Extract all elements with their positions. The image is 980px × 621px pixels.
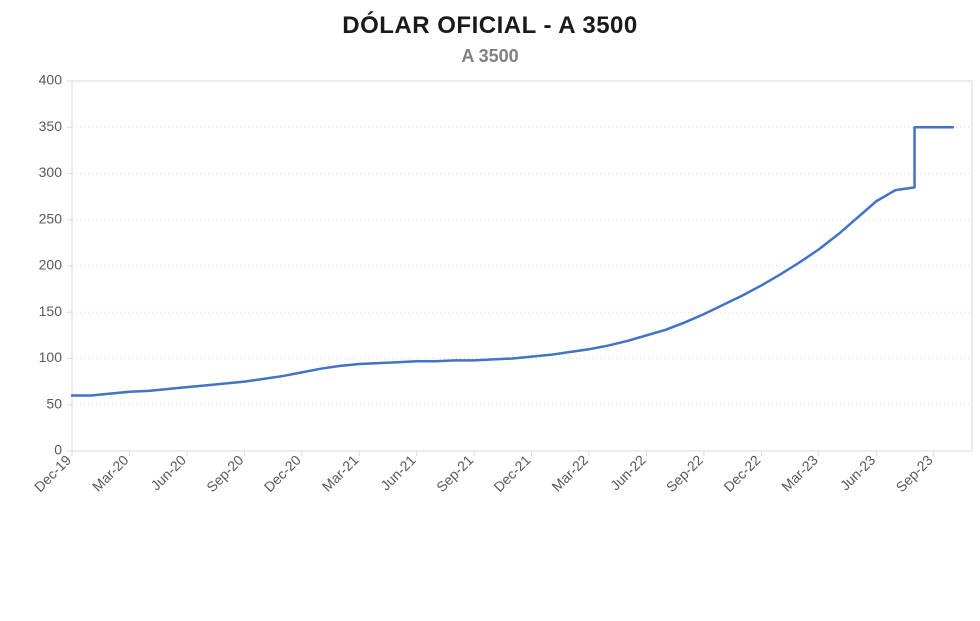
chart-plot-area: 050100150200250300350400Dec-19Mar-20Jun-… xyxy=(8,71,972,621)
x-axis-tick-label: Dec-22 xyxy=(720,452,763,495)
y-axis-tick-label: 400 xyxy=(39,72,63,88)
y-axis-tick-label: 100 xyxy=(39,349,63,365)
x-axis-tick-label: Sep-20 xyxy=(203,452,246,495)
x-axis-tick-label: Mar-21 xyxy=(319,452,362,495)
x-axis-tick-label: Jun-23 xyxy=(837,452,879,494)
y-axis-tick-label: 50 xyxy=(46,395,62,411)
x-axis-tick-label: Dec-20 xyxy=(261,452,304,495)
x-axis-tick-label: Dec-19 xyxy=(31,452,74,495)
x-axis-tick-label: Sep-22 xyxy=(663,452,706,495)
chart-main-title: DÓLAR OFICIAL - A 3500 xyxy=(8,12,972,40)
x-axis-tick-label: Dec-21 xyxy=(490,452,533,495)
x-axis-tick-label: Jun-20 xyxy=(147,452,189,494)
y-axis-tick-label: 150 xyxy=(39,303,63,319)
series-line xyxy=(72,127,953,395)
x-axis-tick-label: Jun-22 xyxy=(607,452,649,494)
chart-svg: 050100150200250300350400Dec-19Mar-20Jun-… xyxy=(8,71,980,621)
y-axis-tick-label: 200 xyxy=(39,257,63,273)
x-axis-tick-label: Sep-21 xyxy=(433,452,476,495)
x-axis-tick-label: Sep-23 xyxy=(893,452,936,495)
y-axis-tick-label: 300 xyxy=(39,164,63,180)
chart-container: DÓLAR OFICIAL - A 3500 A 3500 0501001502… xyxy=(0,0,980,561)
x-axis-tick-label: Mar-22 xyxy=(548,452,591,495)
x-axis-tick-label: Mar-23 xyxy=(778,452,821,495)
y-axis-tick-label: 350 xyxy=(39,118,63,134)
chart-subtitle: A 3500 xyxy=(8,46,972,67)
y-axis-tick-label: 250 xyxy=(39,210,63,226)
x-axis-tick-label: Mar-20 xyxy=(89,452,132,495)
x-axis-tick-label: Jun-21 xyxy=(377,452,419,494)
